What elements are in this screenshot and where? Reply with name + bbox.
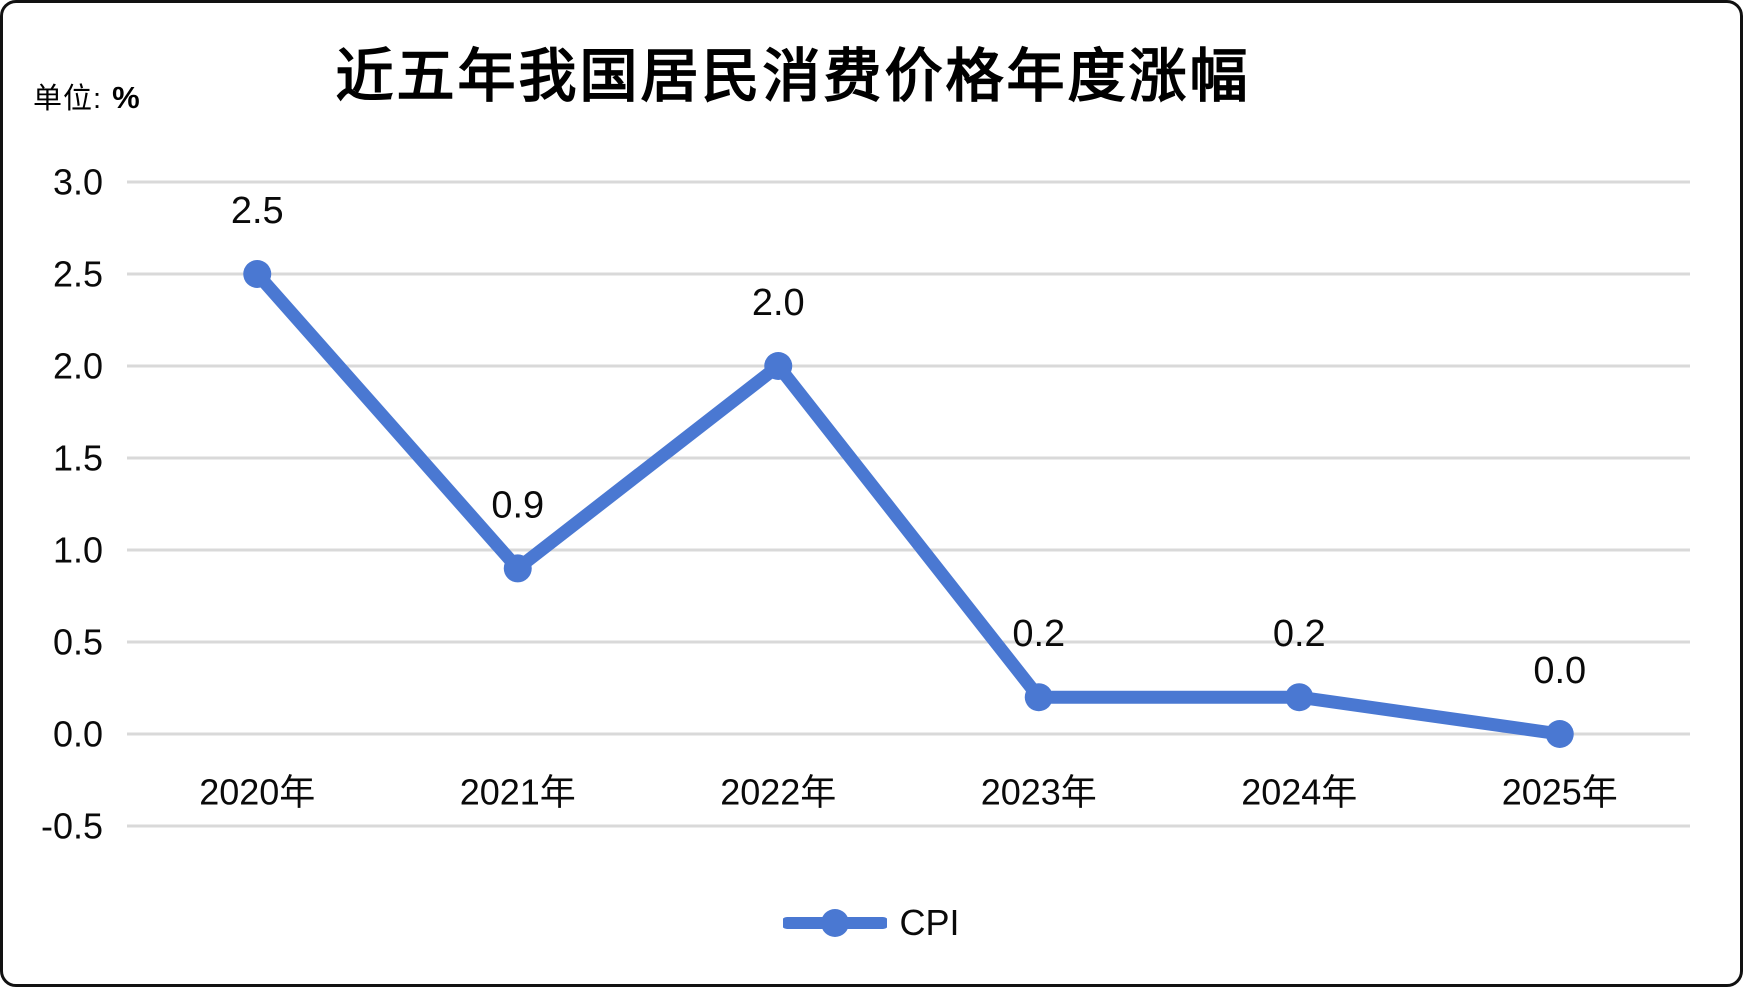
data-point-label: 0.0	[1533, 650, 1586, 692]
line-chart-plot: 3.0 2.5 2.0 1.5 1.0 0.5 0.0 -0.5 2020年 2021年 2022年…	[41, 162, 1690, 847]
data-point-marker[interactable]	[764, 352, 793, 380]
axis-unit-label: 单位:%	[33, 75, 141, 117]
unit-prefix: 单位:	[33, 83, 103, 115]
data-point-label: 0.2	[1012, 613, 1065, 655]
data-point-marker[interactable]	[1024, 683, 1053, 712]
x-axis-category-label: 2023年	[981, 772, 1097, 813]
data-point-marker[interactable]	[243, 260, 272, 288]
data-point-label: 2.5	[231, 190, 284, 232]
legend[interactable]: CPI	[3, 902, 1740, 944]
chart-title: 近五年我国居民消费价格年度涨幅	[335, 44, 1251, 109]
cpi-series-line[interactable]	[250, 267, 1567, 741]
data-point-label: 2.0	[752, 282, 805, 324]
y-axis-tick-label: 1.5	[53, 438, 103, 479]
x-axis-category-label: 2020年	[199, 772, 315, 813]
y-axis-tick-label: 0.0	[53, 714, 103, 755]
x-axis-category-label: 2025年	[1502, 772, 1618, 813]
x-axis-category-label: 2024年	[1241, 772, 1357, 813]
data-point-marker[interactable]	[503, 554, 532, 583]
x-axis-category-label: 2021年	[460, 772, 576, 813]
legend-line-marker-icon	[783, 909, 888, 937]
legend-marker-dot	[821, 909, 850, 937]
data-point-label: 0.9	[491, 484, 544, 526]
y-axis-tick-label: 3.0	[53, 162, 103, 203]
y-axis-tick-label: 0.5	[53, 622, 103, 663]
data-point-marker[interactable]	[1545, 720, 1574, 748]
y-axis-tick-label: 2.0	[53, 346, 103, 387]
legend-series-label: CPI	[899, 902, 960, 943]
unit-percent: %	[112, 80, 141, 115]
y-axis-tick-label: 2.5	[53, 254, 103, 295]
y-axis-tick-label: -0.5	[41, 806, 103, 847]
x-axis-category-label: 2022年	[720, 772, 836, 813]
data-point-marker[interactable]	[1285, 683, 1314, 712]
y-axis-tick-label: 1.0	[53, 530, 103, 571]
data-point-label: 0.2	[1273, 613, 1326, 655]
